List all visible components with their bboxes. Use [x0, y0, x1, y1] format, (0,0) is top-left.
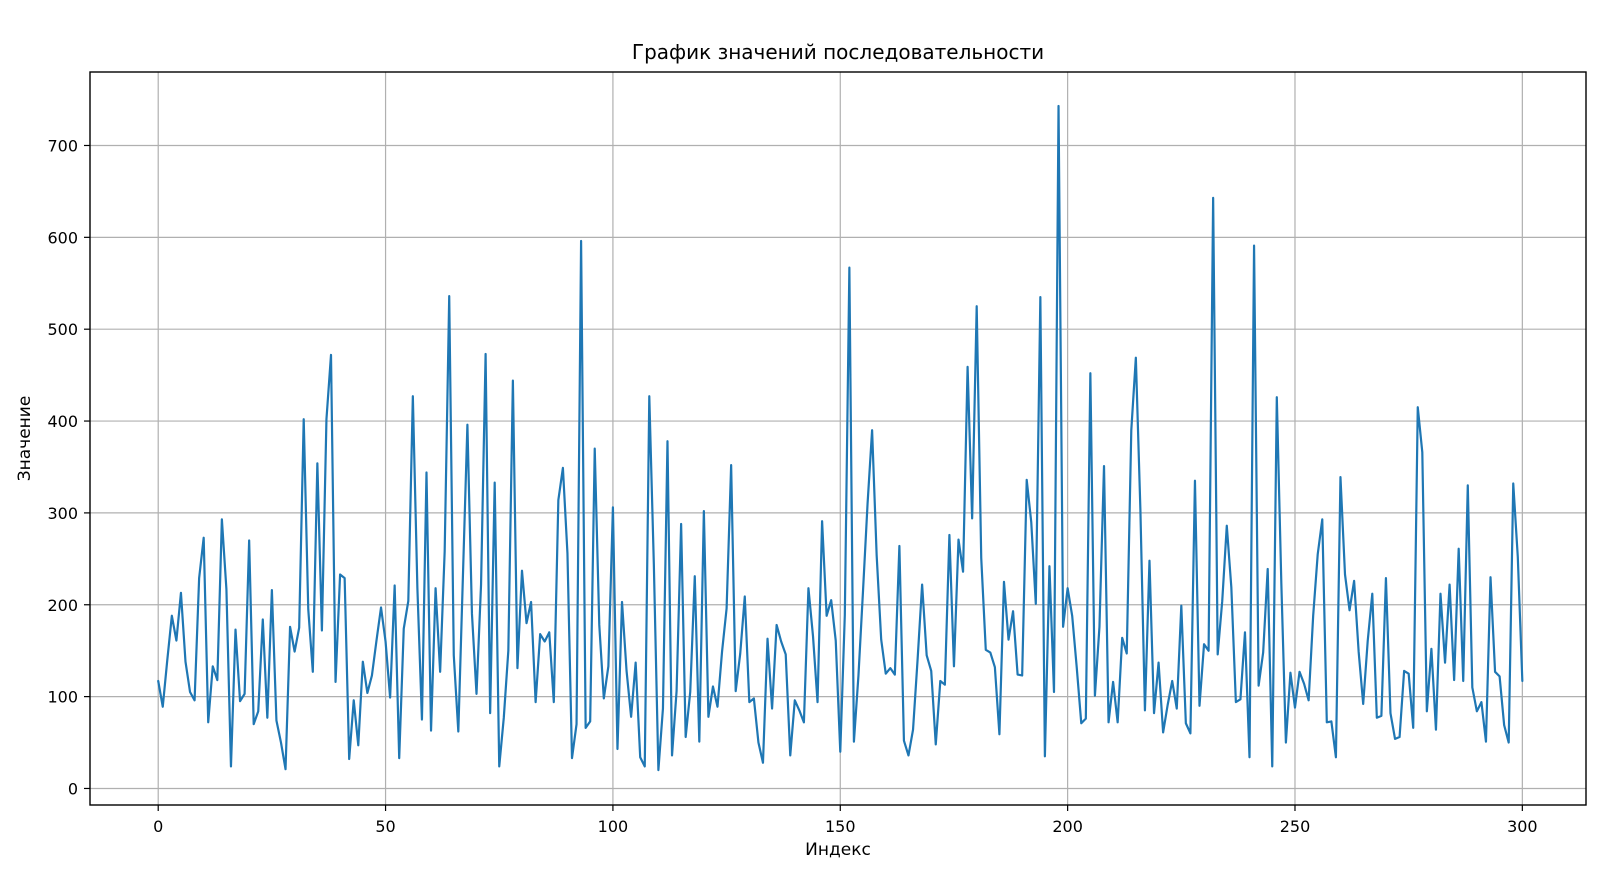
y-tick-label: 600 [47, 228, 78, 247]
y-tick-label: 500 [47, 320, 78, 339]
x-tick-label: 50 [375, 817, 395, 836]
grid-layer [90, 72, 1586, 805]
x-tick-label: 0 [153, 817, 163, 836]
y-tick-label: 400 [47, 412, 78, 431]
y-axis-label: Значение [15, 396, 35, 482]
y-tick-label: 0 [68, 779, 78, 798]
y-tick-label: 700 [47, 136, 78, 155]
y-tick-label: 100 [47, 688, 78, 707]
x-tick-label: 150 [825, 817, 856, 836]
x-tick-label: 100 [598, 817, 629, 836]
tick-layer: 0 50 100 150 200 250 300 0 100 200 300 400 500 600 700 [47, 136, 1537, 836]
y-tick-label: 300 [47, 504, 78, 523]
x-axis-label: Индекс [805, 840, 871, 860]
plot-frame [89, 71, 1587, 806]
x-tick-label: 200 [1052, 817, 1083, 836]
series-layer [157, 104, 1524, 772]
y-tick-label: 200 [47, 596, 78, 615]
x-tick-label: 300 [1507, 817, 1538, 836]
x-tick-label: 250 [1280, 817, 1311, 836]
series-line [157, 104, 1524, 772]
chart-title: График значений последовательности [632, 40, 1044, 64]
